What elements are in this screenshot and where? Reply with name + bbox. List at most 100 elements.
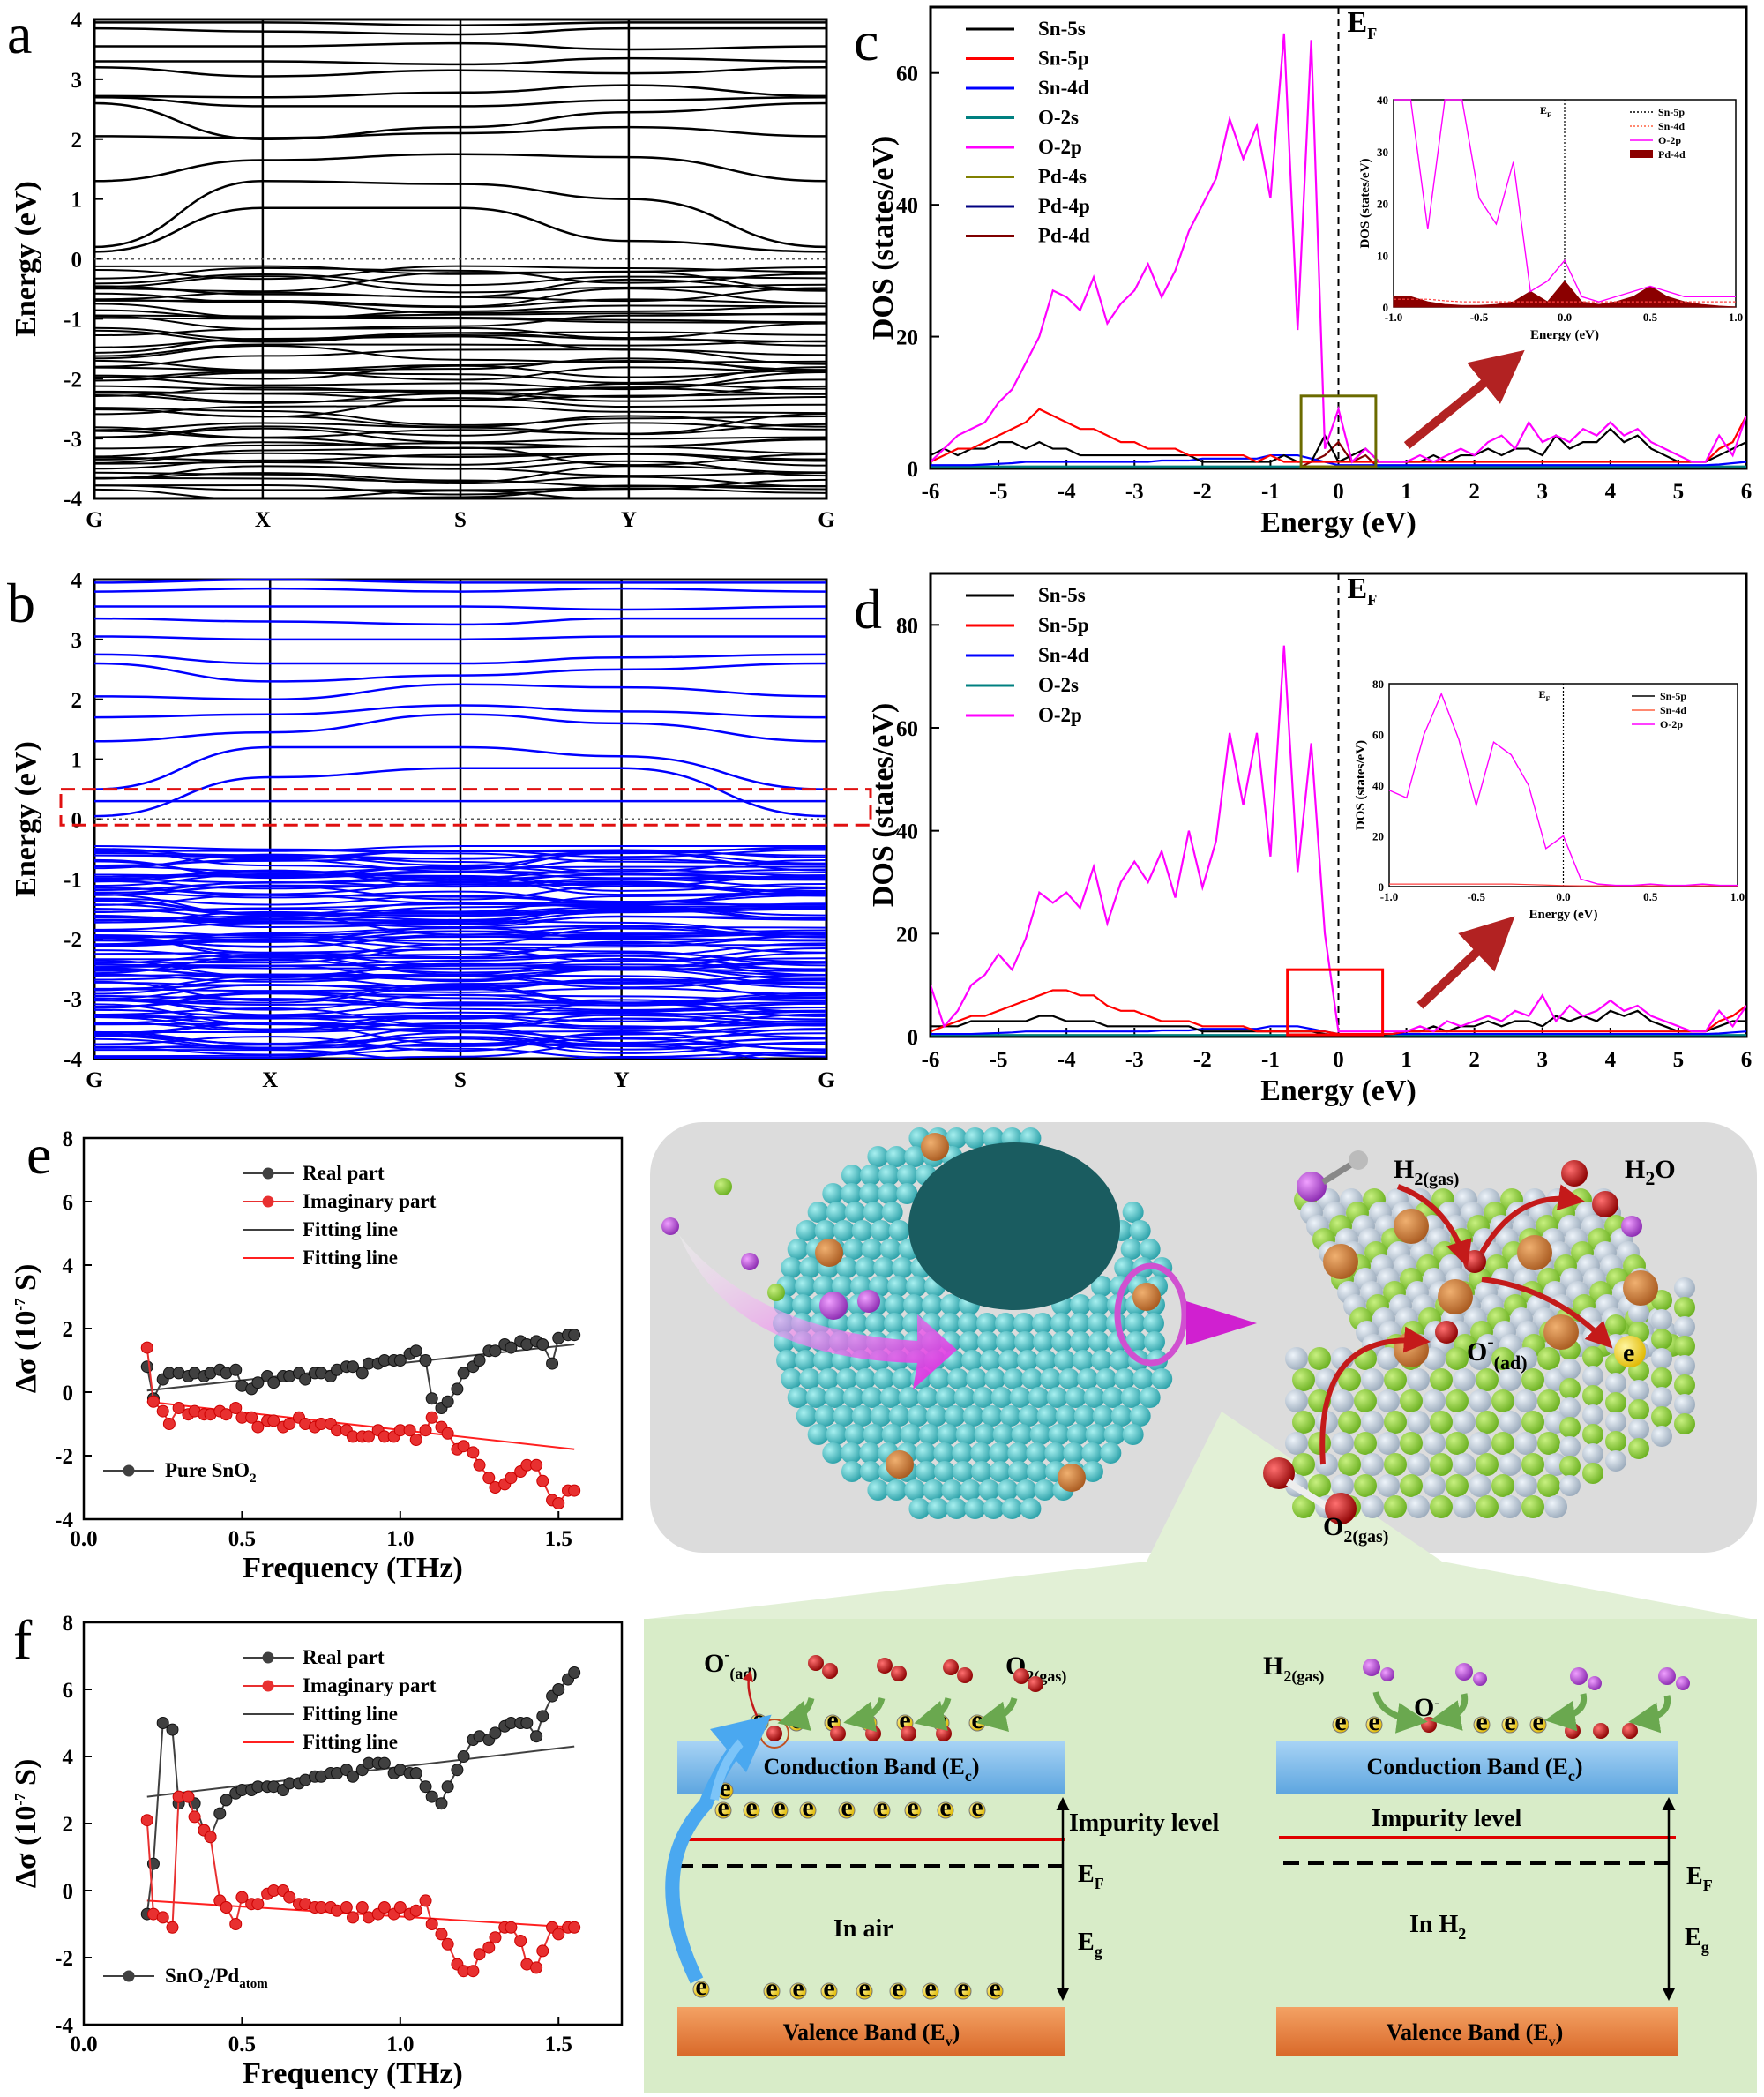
sphere-atom xyxy=(974,1424,996,1445)
sphere-atom xyxy=(915,1442,937,1464)
sphere-atom xyxy=(1017,1350,1039,1371)
data-point-imag xyxy=(362,1430,375,1443)
slab-atom xyxy=(1651,1329,1672,1350)
valence-band-line xyxy=(94,949,826,963)
valence-band-line xyxy=(94,881,826,895)
data-point-imag xyxy=(536,1944,549,1958)
sphere-atom xyxy=(1046,1387,1068,1408)
bands xyxy=(94,578,826,1059)
band-line xyxy=(94,26,826,36)
sphere-atom xyxy=(946,1498,968,1519)
h2-molecule-atom xyxy=(1455,1663,1473,1681)
slab-atom xyxy=(1674,1336,1695,1357)
slab-atom xyxy=(1377,1474,1400,1497)
data-point-real xyxy=(505,1341,518,1354)
valence-band-line xyxy=(94,314,826,324)
inset-pd4d-area xyxy=(1393,280,1737,308)
x-tick-label: 5 xyxy=(1673,480,1685,504)
data-point-real xyxy=(530,1730,543,1743)
gap-label-left: Eg xyxy=(1078,1928,1102,1960)
valence-band-line xyxy=(94,890,826,904)
sphere-atom xyxy=(946,1127,968,1149)
sphere-atom xyxy=(898,1387,920,1408)
sphere-atom xyxy=(896,1183,918,1204)
legend-label: O-2p xyxy=(1038,136,1082,158)
data-point-real xyxy=(457,1750,470,1763)
sphere-atom xyxy=(1110,1405,1132,1427)
valence-band-line xyxy=(94,947,826,963)
valence-band-line xyxy=(94,917,826,935)
slab-atom xyxy=(1285,1389,1308,1412)
data-point-imag xyxy=(536,1474,549,1487)
o2-molecule-atom xyxy=(808,1655,824,1671)
data-point-imag xyxy=(283,1891,296,1904)
hollow-sphere xyxy=(679,1127,1257,1519)
inset-y-label: DOS (states/eV) xyxy=(1354,740,1368,830)
electron xyxy=(820,1982,838,2000)
sphere-atom xyxy=(888,1405,910,1427)
valence-band-line xyxy=(94,446,826,467)
y-tick-label: 40 xyxy=(896,820,918,844)
y-tick-label: -2 xyxy=(55,1445,73,1469)
slab-atom xyxy=(1628,1438,1649,1459)
sample-label-sub2: atom xyxy=(239,1977,268,1991)
sphere-atom xyxy=(915,1461,937,1482)
sphere-atom xyxy=(1032,1313,1053,1334)
sphere-atom xyxy=(1139,1387,1161,1408)
data-point-real xyxy=(220,1794,233,1807)
band-line xyxy=(94,95,826,108)
valence-band-right xyxy=(1276,2007,1678,2056)
fermi-label: EF xyxy=(1348,6,1378,42)
y-tick-label: 0 xyxy=(63,1382,74,1405)
inset-y-tick: 10 xyxy=(1377,249,1388,262)
slab-atom xyxy=(1446,1474,1469,1497)
inset-y-tick: 0 xyxy=(1379,880,1385,894)
legend-label: Fitting line xyxy=(303,1703,398,1725)
sphere-atom xyxy=(879,1239,901,1260)
slab-atom xyxy=(1292,1453,1315,1476)
label-h2o: H2O xyxy=(1625,1155,1676,1189)
sphere-atom xyxy=(888,1220,910,1241)
sphere-atom xyxy=(970,1461,992,1482)
sphere-atom xyxy=(781,1368,803,1389)
sphere-atom xyxy=(1063,1442,1085,1464)
conduction-band-label-right: Conduction Band (Ec) xyxy=(1367,1754,1583,1785)
slab-atom xyxy=(1446,1389,1469,1412)
y-axis-label-tail: S) xyxy=(10,1759,42,1794)
slab-atom xyxy=(1521,1495,1544,1518)
slab-atom xyxy=(1651,1387,1672,1408)
sphere-atom xyxy=(847,1313,868,1334)
sphere-atom xyxy=(870,1405,892,1427)
slab-atom xyxy=(1384,1495,1407,1518)
h2-molecule-atom xyxy=(1676,1676,1690,1690)
sphere-atom xyxy=(892,1368,914,1389)
o2-molecule-atom xyxy=(943,1659,959,1675)
h-atom xyxy=(1621,1216,1642,1237)
zoom-box xyxy=(1286,968,1385,1037)
electron xyxy=(1332,1716,1349,1734)
adsorption-arrow xyxy=(975,1696,1018,1733)
sphere-atom xyxy=(1125,1313,1146,1334)
slab-atom xyxy=(1651,1367,1672,1389)
data-point-imag xyxy=(568,1921,581,1934)
electron-label: e xyxy=(989,1973,1000,2003)
inset-y-label: DOS (states/eV) xyxy=(1358,158,1372,248)
slab-atom xyxy=(1292,1411,1315,1434)
data-point-imag xyxy=(441,1937,454,1951)
x-tick-label: 1 xyxy=(1401,1048,1412,1072)
slab-atom xyxy=(1491,1474,1514,1497)
electron-label: e xyxy=(876,1793,887,1822)
valence-band-label-right: Valence Band (Ev) xyxy=(1387,2019,1564,2049)
sphere-atom xyxy=(970,1442,992,1464)
electron xyxy=(838,1801,856,1819)
slab-atom xyxy=(1430,1453,1453,1476)
electron-label: e xyxy=(802,1793,813,1822)
slab-atom xyxy=(1446,1432,1469,1455)
valence-band-left xyxy=(677,2007,1065,2056)
legend-label: O-2s xyxy=(1038,107,1079,129)
panel-label-f: f xyxy=(13,1608,33,1671)
data-point-real xyxy=(267,1376,280,1389)
data-point-imag xyxy=(347,1911,359,1924)
slab-atom xyxy=(1338,1411,1361,1434)
